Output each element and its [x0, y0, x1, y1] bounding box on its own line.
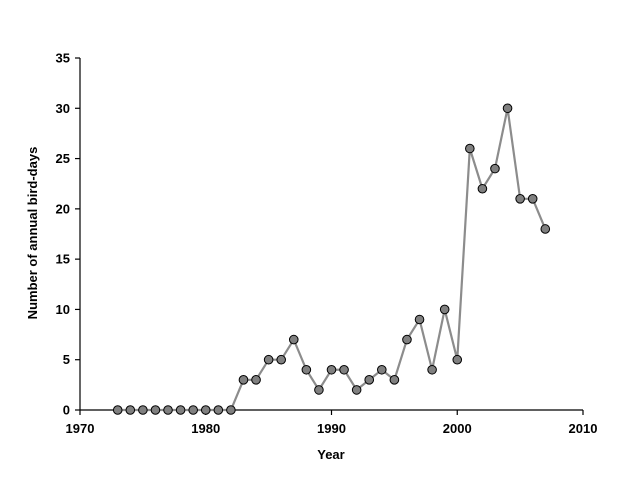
- data-point: [351, 385, 362, 395]
- data-point: [288, 334, 299, 345]
- data-points: [112, 103, 551, 415]
- data-point: [377, 364, 387, 375]
- data-point: [125, 405, 136, 415]
- data-point: [175, 405, 186, 415]
- data-point: [490, 163, 500, 174]
- data-point: [276, 354, 287, 365]
- y-tick-label: 10: [56, 302, 70, 317]
- data-point: [326, 364, 337, 375]
- data-point: [188, 405, 198, 415]
- data-point: [527, 194, 538, 204]
- data-point: [263, 354, 274, 365]
- data-point: [364, 375, 375, 385]
- data-point: [339, 364, 349, 375]
- data-point: [427, 364, 437, 375]
- data-point: [540, 224, 551, 234]
- y-tick-label: 0: [63, 403, 70, 418]
- data-point: [389, 375, 400, 385]
- x-axis-title: Year: [317, 447, 344, 462]
- y-tick-label: 15: [56, 252, 70, 267]
- data-point: [238, 375, 249, 385]
- data-point: [515, 194, 525, 204]
- y-tick-label: 35: [56, 51, 70, 66]
- x-tick-label: 2000: [443, 421, 472, 436]
- x-ticks: 1970 1980 1990 2000 2010: [66, 410, 598, 436]
- y-tick-label: 20: [56, 201, 70, 216]
- x-tick-label: 1970: [66, 421, 95, 436]
- y-ticks: 0 5 10 15 20 25 30 35: [56, 51, 80, 418]
- data-point: [251, 375, 261, 385]
- data-point: [213, 405, 224, 415]
- x-tick-label: 1990: [317, 421, 346, 436]
- y-tick-label: 30: [56, 101, 70, 116]
- y-tick-label: 5: [63, 352, 70, 367]
- y-axis-title: Number of annual bird-days: [25, 147, 40, 320]
- data-point: [150, 405, 161, 415]
- data-point: [402, 334, 412, 345]
- data-point: [465, 143, 475, 154]
- x-tick-label: 1980: [191, 421, 220, 436]
- data-point: [314, 385, 324, 395]
- data-point: [163, 405, 173, 415]
- x-tick-label: 2010: [569, 421, 598, 436]
- data-point: [112, 405, 123, 415]
- data-point: [414, 314, 425, 325]
- data-point: [200, 405, 211, 415]
- data-point: [439, 304, 450, 315]
- data-point: [452, 354, 463, 365]
- data-point: [138, 405, 148, 415]
- y-tick-label: 25: [56, 151, 70, 166]
- data-point: [502, 103, 513, 114]
- data-point: [226, 405, 236, 415]
- data-point: [477, 183, 488, 194]
- data-point: [301, 364, 312, 375]
- series-line: [117, 108, 547, 412]
